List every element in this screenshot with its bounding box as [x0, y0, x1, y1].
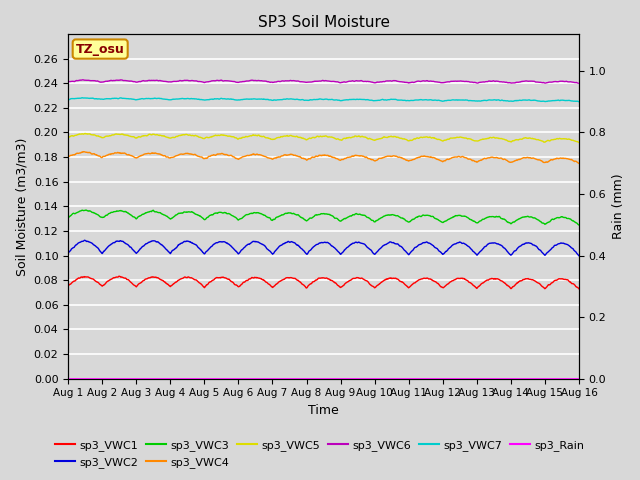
- Y-axis label: Soil Moisture (m3/m3): Soil Moisture (m3/m3): [15, 137, 28, 276]
- Title: SP3 Soil Moisture: SP3 Soil Moisture: [257, 15, 390, 30]
- X-axis label: Time: Time: [308, 404, 339, 417]
- Text: TZ_osu: TZ_osu: [76, 43, 125, 56]
- Legend: sp3_VWC1, sp3_VWC2, sp3_VWC3, sp3_VWC4, sp3_VWC5, sp3_VWC6, sp3_VWC7, sp3_Rain: sp3_VWC1, sp3_VWC2, sp3_VWC3, sp3_VWC4, …: [51, 436, 589, 472]
- Y-axis label: Rain (mm): Rain (mm): [612, 174, 625, 239]
